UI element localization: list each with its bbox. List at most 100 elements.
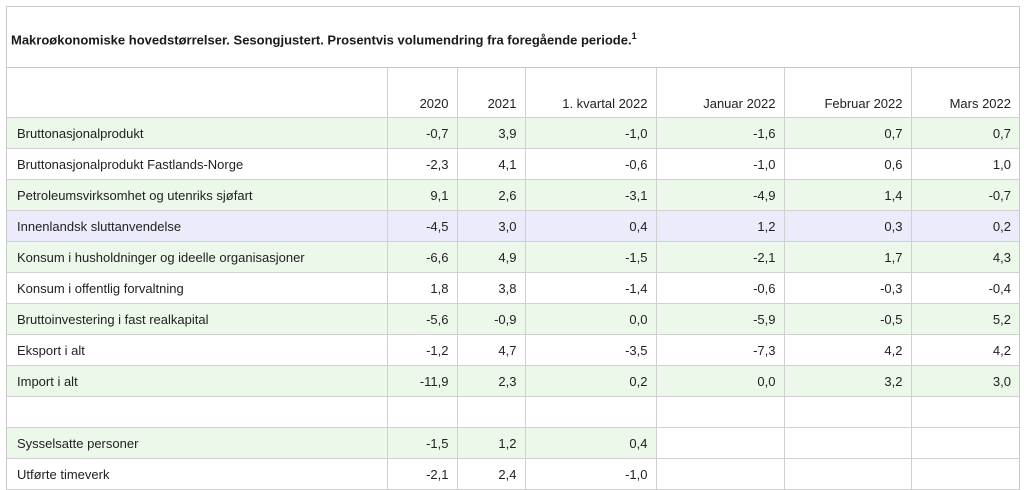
table-cell: -7,3 (655, 334, 785, 366)
table-cell (524, 396, 657, 428)
table-container: Makroøkonomiske hovedstørrelser. Sesongj… (6, 6, 1020, 490)
table-cell: -1,0 (524, 458, 657, 490)
table-cell: 4,1 (456, 148, 526, 180)
row-label: Bruttonasjonalprodukt Fastlands-Norge (7, 148, 388, 180)
table-cell (655, 396, 785, 428)
table-cell: 1,0 (910, 148, 1019, 180)
table-cell: -5,9 (655, 303, 785, 335)
column-header: 1. kvartal 2022 (524, 67, 657, 118)
row-label: Import i alt (7, 365, 388, 397)
table-title: Makroøkonomiske hovedstørrelser. Sesongj… (11, 31, 637, 48)
row-label: Innenlandsk sluttanvendelse (7, 210, 388, 242)
table-cell (783, 427, 912, 459)
row-label (7, 396, 388, 428)
table-row: Konsum i husholdninger og ideelle organi… (7, 241, 1019, 273)
table-cell (783, 396, 912, 428)
row-label: Petroleumsvirksomhet og utenriks sjøfart (7, 179, 388, 211)
table-cell: -6,6 (386, 241, 458, 273)
table-cell: 4,2 (910, 334, 1019, 366)
table-cell: -2,1 (386, 458, 458, 490)
table-cell: -1,5 (524, 241, 657, 273)
table-cell: -4,9 (655, 179, 785, 211)
table-cell: -3,1 (524, 179, 657, 211)
table-cell: -0,9 (456, 303, 526, 335)
table-cell: -5,6 (386, 303, 458, 335)
table-cell: 3,8 (456, 272, 526, 304)
table-cell: 1,2 (655, 210, 785, 242)
table-row: Bruttonasjonalprodukt Fastlands-Norge -2,… (7, 148, 1019, 180)
table-cell: 0,7 (783, 117, 912, 149)
table-cell: -1,2 (386, 334, 458, 366)
table-cell: -0,6 (655, 272, 785, 304)
table-row: Utførte timeverk -2,1 2,4 -1,0 (7, 458, 1019, 490)
table-cell (910, 458, 1019, 490)
column-header: Februar 2022 (783, 67, 912, 118)
row-label: Bruttonasjonalprodukt (7, 117, 388, 149)
row-label: Bruttoinvestering i fast realkapital (7, 303, 388, 335)
table-cell: 0,0 (524, 303, 657, 335)
table-cell: -4,5 (386, 210, 458, 242)
table-cell (783, 458, 912, 490)
table-row: Konsum i offentlig forvaltning 1,8 3,8 -1,4… (7, 272, 1019, 304)
table-cell: 0,0 (655, 365, 785, 397)
table-cell: -1,4 (524, 272, 657, 304)
table-cell: 4,9 (456, 241, 526, 273)
table-cell: -1,6 (655, 117, 785, 149)
table-cell: 0,3 (783, 210, 912, 242)
table-cell: 5,2 (910, 303, 1019, 335)
column-header (7, 67, 388, 118)
table-cell: 2,4 (456, 458, 526, 490)
table-row (7, 396, 1019, 428)
table-cell: 0,6 (783, 148, 912, 180)
table-row: Sysselsatte personer -1,5 1,2 0,4 (7, 427, 1019, 459)
table-cell: 0,7 (910, 117, 1019, 149)
table-cell: 2,6 (456, 179, 526, 211)
table-cell (655, 427, 785, 459)
column-header: 2020 (386, 67, 458, 118)
table-cell: -2,3 (386, 148, 458, 180)
table-cell: 9,1 (386, 179, 458, 211)
table-cell: -1,0 (655, 148, 785, 180)
table-cell: 0,4 (524, 210, 657, 242)
table-cell: -0,7 (910, 179, 1019, 211)
table-cell: 1,8 (386, 272, 458, 304)
row-label: Sysselsatte personer (7, 427, 388, 459)
table-row: Import i alt -11,9 2,3 0,2 0,0 3,2 3,0 (7, 365, 1019, 397)
macro-table: 2020 2021 1. kvartal 2022 Januar 2022 Fe… (7, 67, 1019, 490)
row-label: Konsum i offentlig forvaltning (7, 272, 388, 304)
table-cell: -1,0 (524, 117, 657, 149)
table-cell (655, 458, 785, 490)
table-cell: -1,5 (386, 427, 458, 459)
row-label: Utførte timeverk (7, 458, 388, 490)
table-cell: 2,3 (456, 365, 526, 397)
table-cell: 3,0 (910, 365, 1019, 397)
table-cell: -0,3 (783, 272, 912, 304)
table-cell: 0,2 (524, 365, 657, 397)
table-cell (910, 396, 1019, 428)
table-cell: -0,5 (783, 303, 912, 335)
table-cell: 4,3 (910, 241, 1019, 273)
table-row: Innenlandsk sluttanvendelse -4,5 3,0 0,4 1,2… (7, 210, 1019, 242)
row-label: Eksport i alt (7, 334, 388, 366)
table-cell: 3,2 (783, 365, 912, 397)
footnote-marker[interactable]: 1 (631, 31, 637, 41)
table-cell: 1,4 (783, 179, 912, 211)
header-row: 2020 2021 1. kvartal 2022 Januar 2022 Fe… (7, 67, 1019, 118)
table-cell (386, 396, 458, 428)
table-cell: 0,4 (524, 427, 657, 459)
table-row: Bruttonasjonalprodukt -0,7 3,9 -1,0 -1,6 0,7 0… (7, 117, 1019, 149)
table-cell: 0,2 (910, 210, 1019, 242)
table-cell: -11,9 (386, 365, 458, 397)
table-cell: -0,7 (386, 117, 458, 149)
table-cell: 1,2 (456, 427, 526, 459)
table-cell: -2,1 (655, 241, 785, 273)
table-row: Eksport i alt -1,2 4,7 -3,5 -7,3 4,2 4,2 (7, 334, 1019, 366)
table-cell: 4,2 (783, 334, 912, 366)
table-cell: -3,5 (524, 334, 657, 366)
table-cell: 3,0 (456, 210, 526, 242)
table-cell: 3,9 (456, 117, 526, 149)
table-cell (910, 427, 1019, 459)
column-header: Mars 2022 (910, 67, 1019, 118)
table-cell: -0,4 (910, 272, 1019, 304)
column-header: 2021 (456, 67, 526, 118)
